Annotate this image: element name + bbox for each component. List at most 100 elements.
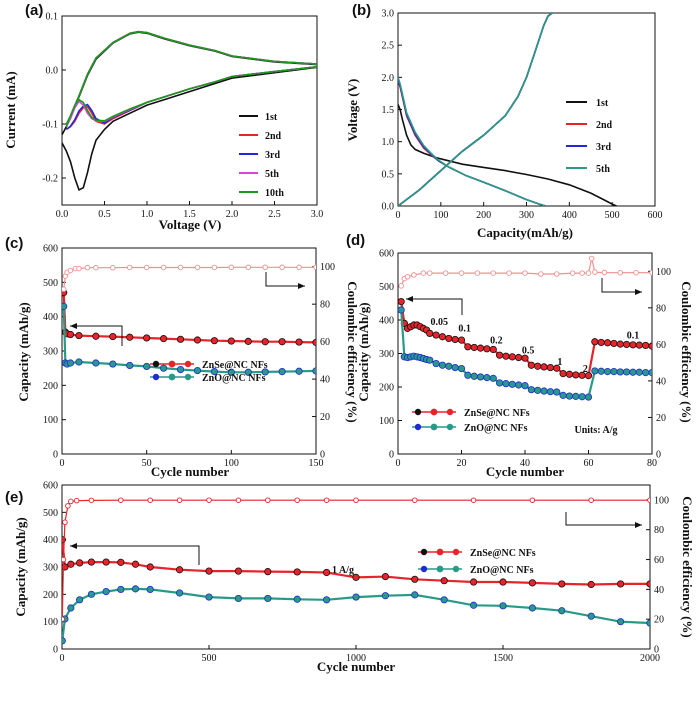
capacity-point (261, 338, 269, 346)
legend-marker (414, 408, 422, 416)
y-tick-label: 2.5 (382, 41, 395, 52)
capacity-point (534, 362, 542, 370)
legend-marker (452, 548, 460, 556)
y-tick-label: 0.0 (46, 66, 59, 77)
ce-point (177, 264, 184, 271)
capacity-point (648, 342, 652, 350)
y-tick-label: -0.1 (42, 120, 58, 131)
y-tick-label: 400 (43, 535, 58, 546)
capacity-point (210, 367, 218, 376)
y-tick-label: 200 (379, 383, 394, 394)
capacity-point (381, 592, 389, 600)
capacity-point (117, 585, 125, 594)
capacity-point (411, 575, 419, 583)
ce-point (245, 264, 252, 271)
legend-label: 10th (265, 188, 284, 199)
panel-label: (a) (25, 2, 43, 19)
capacity-point (278, 367, 286, 376)
ce-point (313, 264, 316, 271)
capacity-point (92, 332, 100, 340)
x-axis-label: Capacity(mAh/g) (477, 225, 573, 240)
legend-label: ZnSe@NC NFs (202, 360, 268, 371)
capacity-point (558, 580, 566, 588)
x-axis-label: Cycle number (317, 659, 396, 674)
capacity-point (295, 367, 303, 375)
capacity-point (584, 393, 593, 401)
ce-point (206, 497, 212, 503)
rate-label: 2 (583, 364, 588, 375)
ce-point (73, 497, 80, 504)
legend-marker (436, 565, 444, 573)
capacity-point (515, 353, 523, 362)
y-tick-label: 400 (379, 316, 394, 327)
capacity-point (143, 362, 151, 371)
capacity-point (109, 332, 117, 341)
x-tick-label: 200 (476, 210, 491, 221)
plot-frame (61, 247, 317, 455)
rate-label: 0.05 (431, 317, 449, 328)
data-layer (398, 255, 652, 401)
capacity-point (261, 368, 269, 376)
series-line (398, 13, 553, 206)
y-tick-label: 300 (43, 347, 58, 358)
y2-tick-label: 20 (320, 412, 330, 423)
capacity-point (559, 369, 567, 378)
capacity-point (591, 367, 599, 375)
capacity-point (126, 361, 134, 370)
y-tick-label: 300 (379, 349, 394, 360)
y2-tick-label: 40 (656, 376, 666, 387)
capacity-point (445, 362, 453, 370)
capacity-point (476, 344, 485, 352)
ce-point (649, 269, 652, 276)
series-line (398, 13, 553, 206)
capacity-point (540, 363, 548, 371)
x-tick-label: 500 (605, 210, 620, 221)
capacity-point (528, 604, 537, 612)
capacity-point (646, 619, 650, 627)
series-line (398, 104, 617, 206)
x-tick-label: 400 (562, 210, 577, 221)
y2-tick-label: 100 (654, 495, 669, 506)
capacity-point (117, 558, 125, 566)
legend-label: ZnSe@NC NFs (464, 408, 530, 419)
arrow-head (635, 522, 642, 528)
rate-label: 0.5 (522, 346, 535, 357)
y2-tick-label: 40 (320, 375, 330, 386)
capacity-point (648, 368, 652, 377)
capacity-point (445, 334, 453, 343)
capacity-point (66, 359, 75, 367)
ce-point (211, 264, 218, 271)
legend-label: 3rd (265, 150, 280, 161)
y2-tick-label: 60 (656, 340, 666, 351)
y-tick-label: 300 (43, 563, 58, 574)
capacity-point (176, 566, 184, 574)
panel-label: (e) (5, 489, 23, 506)
capacity-point (489, 374, 497, 382)
capacity-point (322, 596, 331, 604)
capacity-point (440, 577, 448, 585)
y-tick-label: 0 (53, 645, 58, 656)
panel-label: (b) (352, 2, 371, 19)
y-tick-label: 200 (43, 590, 58, 601)
legend-label: 3rd (596, 142, 611, 153)
x-tick-label: 0 (396, 458, 401, 469)
capacity-point (469, 578, 478, 586)
capacity-point (432, 359, 440, 368)
series-line (398, 13, 553, 206)
x-tick-label: 2000 (640, 653, 660, 664)
legend-label: 5th (596, 164, 610, 175)
capacity-point (469, 601, 478, 609)
x-tick-label: 20 (457, 458, 467, 469)
y-axis-label: Capacity (mAh/g) (16, 302, 31, 401)
capacity-point (616, 618, 625, 626)
series-line (398, 13, 553, 206)
capacity-point (322, 568, 331, 577)
capacity-point (176, 589, 184, 597)
arrow-right (265, 272, 305, 287)
ce-point (569, 270, 576, 276)
x-tick-label: 300 (519, 210, 534, 221)
capacity-point (92, 359, 100, 367)
ce-point (633, 269, 639, 276)
capacity-point (146, 563, 154, 571)
capacity-point (616, 340, 624, 348)
